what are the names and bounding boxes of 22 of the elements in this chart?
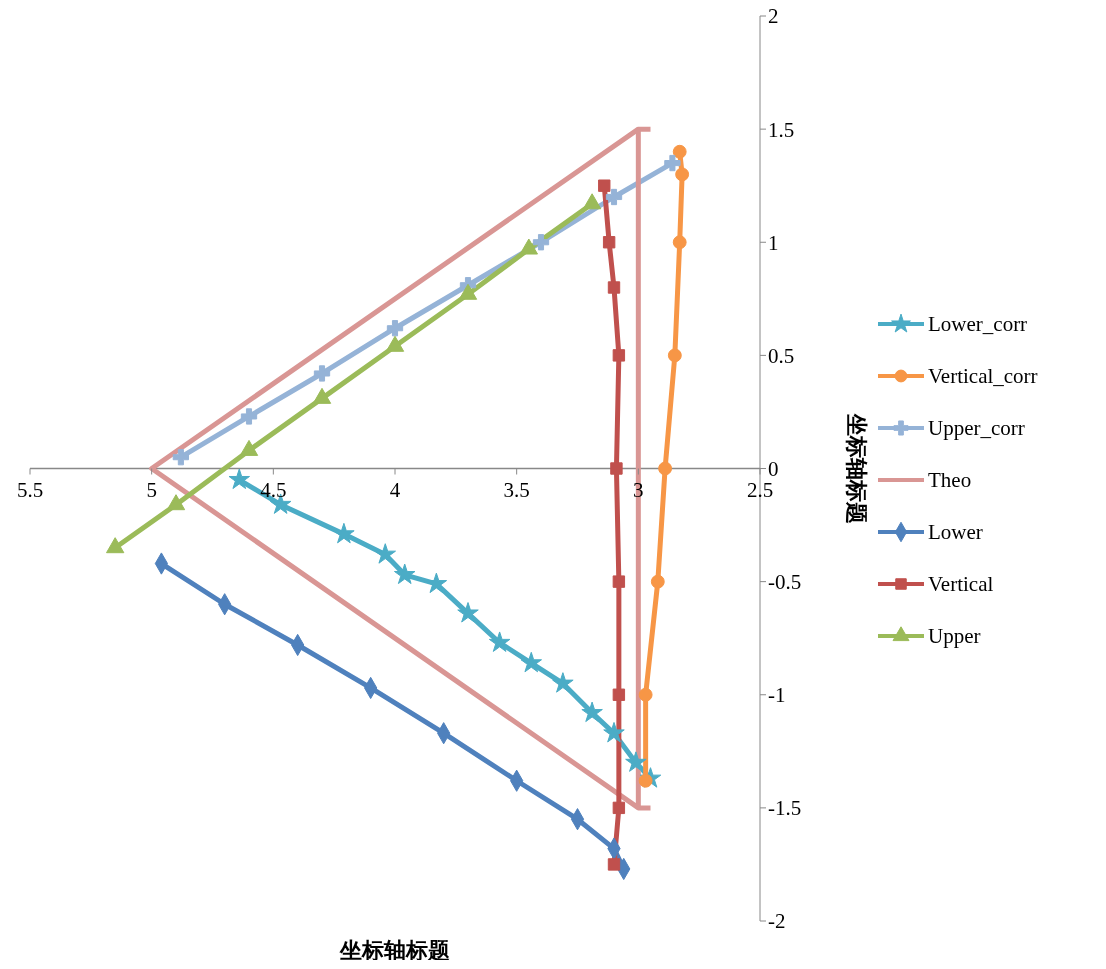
legend-label: Upper_corr xyxy=(928,415,1025,441)
y-tick-label: 1.5 xyxy=(768,117,795,142)
y-tick-label: -2 xyxy=(768,909,786,934)
legend-label: Lower xyxy=(928,519,983,545)
x-tick-label: 5 xyxy=(146,477,157,502)
x-tick-label: 4 xyxy=(389,477,401,502)
y-axis-title: 坐标轴标题 xyxy=(844,412,870,524)
y-tick-label: -1.5 xyxy=(768,796,802,821)
y-tick-label: 2 xyxy=(768,4,779,29)
legend-label: Theo xyxy=(928,467,972,493)
x-tick-label: 3.5 xyxy=(503,477,530,502)
legend-label: Lower_corr xyxy=(928,311,1028,337)
y-tick-label: -0.5 xyxy=(768,570,802,595)
y-tick-label: 0.5 xyxy=(768,343,795,368)
y-tick-label: -1 xyxy=(768,683,786,708)
legend-label: Vertical_corr xyxy=(928,363,1038,389)
legend-label: Vertical xyxy=(928,571,994,597)
x-tick-label: 5.5 xyxy=(16,477,44,502)
legend-label: Upper xyxy=(928,623,981,649)
y-tick-label: 1 xyxy=(768,230,779,255)
x-tick-label: 4.5 xyxy=(260,477,287,502)
x-tick-label: 3 xyxy=(633,477,644,502)
